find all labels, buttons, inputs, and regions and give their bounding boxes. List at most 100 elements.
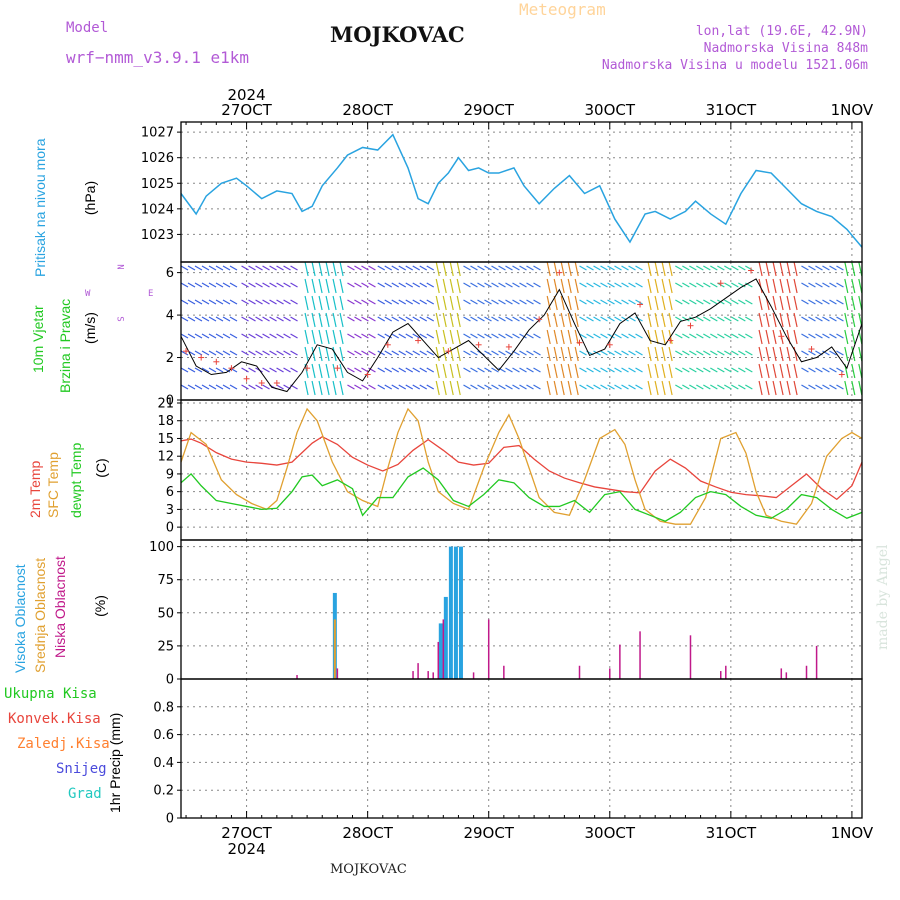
wind-arrow bbox=[675, 367, 683, 373]
wind-arrow bbox=[738, 350, 746, 356]
wind-speed-line bbox=[180, 278, 863, 393]
wind-arrow bbox=[361, 282, 369, 288]
wind-arrow bbox=[347, 265, 355, 271]
wind-arrow bbox=[201, 316, 210, 322]
wind-arrow bbox=[491, 350, 499, 356]
y-tick-label: 2 bbox=[166, 351, 174, 366]
wind-arrow bbox=[498, 299, 506, 305]
wind-arrow bbox=[560, 380, 565, 396]
wind-arrow bbox=[426, 265, 435, 271]
wind-arrow bbox=[628, 299, 636, 305]
wind-arrow bbox=[526, 316, 534, 322]
wind-arrow bbox=[419, 316, 428, 322]
wind-arrow bbox=[354, 282, 362, 288]
day-label-bottom: 30OCT bbox=[585, 824, 636, 842]
wind-arrow bbox=[851, 363, 856, 379]
wind-arrow bbox=[283, 333, 291, 339]
dewpt-line bbox=[180, 467, 863, 522]
wind-arrow bbox=[600, 316, 608, 322]
wind-arrow bbox=[208, 282, 217, 288]
wind-arrow bbox=[201, 384, 210, 390]
y-tick-label: 0.4 bbox=[153, 756, 174, 771]
wind-arrow bbox=[519, 299, 527, 305]
wind-arrow bbox=[318, 312, 323, 328]
wind-arrow bbox=[553, 278, 558, 294]
wind-arrow bbox=[332, 346, 337, 362]
wind-arrow bbox=[290, 299, 298, 305]
wind-arrow bbox=[391, 333, 400, 339]
wind-arrow bbox=[463, 350, 471, 356]
wind-arrow bbox=[347, 282, 355, 288]
wind-arrow bbox=[477, 384, 485, 390]
wind-arrow bbox=[505, 265, 513, 271]
elevation-text: Nadmorska Visina 848m bbox=[703, 41, 868, 56]
page-title: MOJKOVAC bbox=[330, 22, 465, 47]
wind-arrow bbox=[703, 282, 711, 288]
wind-arrow bbox=[553, 329, 558, 345]
wind-arrow bbox=[661, 329, 666, 345]
wind-arrow bbox=[526, 299, 534, 305]
wind-arrow bbox=[201, 299, 210, 305]
wind-arrow bbox=[377, 384, 386, 390]
wind-arrow bbox=[512, 367, 520, 373]
wind-arrow bbox=[405, 333, 414, 339]
wind-arrow bbox=[354, 350, 362, 356]
wind-arrow bbox=[361, 384, 369, 390]
wind-arrow bbox=[765, 261, 770, 277]
wind-arrow bbox=[187, 282, 196, 288]
wind-arrow bbox=[661, 346, 666, 362]
wind-arrow bbox=[621, 265, 629, 271]
wind-arrow bbox=[731, 316, 739, 322]
wind-arrow bbox=[419, 282, 428, 288]
wind-arrow bbox=[456, 346, 461, 362]
precip-legend-convective: Konvek.Kisa bbox=[8, 711, 101, 727]
wind-arrow bbox=[269, 316, 277, 322]
wind-arrow bbox=[318, 261, 323, 277]
wind-arrow bbox=[560, 278, 565, 294]
wind-arrow bbox=[215, 282, 224, 288]
wind-arrow bbox=[533, 333, 541, 339]
wind-arrow bbox=[614, 367, 622, 373]
wind-arrow bbox=[361, 299, 369, 305]
wind-arrow bbox=[449, 278, 454, 294]
wind-arrow bbox=[269, 350, 277, 356]
wind-arrow bbox=[498, 316, 506, 322]
wind-arrow bbox=[546, 380, 551, 396]
y-tick-label: 0.8 bbox=[153, 700, 174, 715]
wind-arrow bbox=[675, 299, 683, 305]
wind-arrow bbox=[682, 316, 690, 322]
wind-arrow bbox=[276, 265, 284, 271]
wind-arrow bbox=[449, 312, 454, 328]
wind-arrow bbox=[574, 363, 579, 379]
wind-arrow bbox=[470, 299, 478, 305]
wind-arrow bbox=[262, 384, 270, 390]
wind-arrow bbox=[290, 350, 298, 356]
y-tick-label: 9 bbox=[166, 467, 174, 482]
wind-arrow bbox=[463, 299, 471, 305]
wind-arrow bbox=[435, 261, 440, 277]
wind-arrow bbox=[779, 278, 784, 294]
wind-arrow bbox=[194, 384, 203, 390]
wind-arrow bbox=[526, 333, 534, 339]
wind-arrow bbox=[844, 295, 849, 311]
wind-arrow bbox=[412, 367, 421, 373]
wind-arrow bbox=[779, 363, 784, 379]
wind-arrow bbox=[731, 265, 739, 271]
wind-arrow bbox=[851, 278, 856, 294]
wind-arrow bbox=[304, 329, 309, 345]
wind-arrow bbox=[262, 367, 270, 373]
wind-arrow bbox=[435, 380, 440, 396]
wind-arrow bbox=[668, 380, 673, 396]
wind-arrow bbox=[318, 346, 323, 362]
wind-arrow bbox=[304, 380, 309, 396]
wind-compass: W E N S bbox=[83, 262, 163, 322]
wind-arrow bbox=[419, 299, 428, 305]
wind-arrow bbox=[325, 380, 330, 396]
wind-arrow bbox=[276, 316, 284, 322]
wind-arrow bbox=[187, 316, 196, 322]
wind-arrow bbox=[635, 333, 643, 339]
wind-arrow bbox=[269, 333, 277, 339]
wind-arrow bbox=[647, 295, 652, 311]
wind-arrow bbox=[772, 346, 777, 362]
wind-arrow bbox=[311, 295, 316, 311]
